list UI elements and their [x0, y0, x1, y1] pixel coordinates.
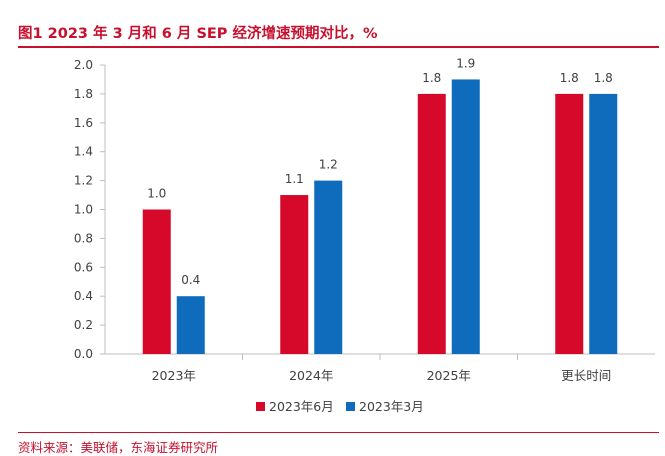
y-tick-label: 0.4 [74, 289, 93, 303]
legend-swatch [256, 402, 265, 411]
y-tick-label: 0.2 [74, 318, 93, 332]
bar [280, 195, 309, 354]
chart-title: 图1 2023 年 3 月和 6 月 SEP 经济增速预期对比，% [18, 26, 378, 42]
title-divider [18, 46, 659, 48]
legend-swatch [346, 402, 355, 411]
data-label: 1.1 [285, 172, 304, 186]
axes-group: 0.0 0.2 0.4 0.6 0.8 1.0 1.2 1.4 1.6 1.8 2.0 2023年 20… [74, 58, 655, 383]
y-tick-label: 2.0 [74, 58, 93, 72]
y-tick-label: 1.2 [74, 174, 93, 188]
legend-label: 2023年3月 [359, 399, 424, 414]
bar-chart: 0.0 0.2 0.4 0.6 0.8 1.0 1.2 1.4 1.6 1.8 2.0 2023年 20… [74, 56, 655, 414]
y-tick-label: 0.0 [74, 347, 93, 361]
bar [176, 296, 205, 354]
data-label: 1.8 [594, 71, 613, 85]
data-label: 1.9 [456, 56, 475, 70]
legend: 2023年6月 2023年3月 [256, 399, 424, 414]
y-tick-label: 1.0 [74, 203, 93, 217]
y-tick-label: 0.8 [74, 231, 93, 245]
data-label: 0.4 [181, 273, 200, 287]
bar [589, 93, 618, 355]
y-tick-label: 1.8 [74, 87, 93, 101]
source-note: 资料来源：美联储，东海证券研究所 [18, 440, 219, 455]
source-divider [18, 432, 659, 433]
data-label: 1.0 [147, 187, 166, 201]
legend-label: 2023年6月 [269, 399, 334, 414]
x-category-label: 2025年 [427, 368, 471, 383]
data-labels-group: 1.0 0.4 1.1 1.2 1.8 1.9 1.8 1.8 [147, 56, 613, 287]
data-label: 1.2 [319, 158, 338, 172]
bar [555, 93, 584, 355]
data-label: 1.8 [560, 71, 579, 85]
x-category-label: 2024年 [289, 368, 333, 383]
x-category-label: 2023年 [152, 368, 196, 383]
bar [417, 93, 446, 355]
data-label: 1.8 [422, 71, 441, 85]
y-tick-label: 1.6 [74, 116, 93, 130]
y-tick-label: 0.6 [74, 260, 93, 274]
x-category-label: 更长时间 [561, 368, 611, 383]
bar [451, 79, 480, 354]
bar [314, 180, 343, 354]
y-tick-label: 1.4 [74, 145, 93, 159]
bar [142, 209, 171, 354]
bars-group [142, 79, 618, 355]
